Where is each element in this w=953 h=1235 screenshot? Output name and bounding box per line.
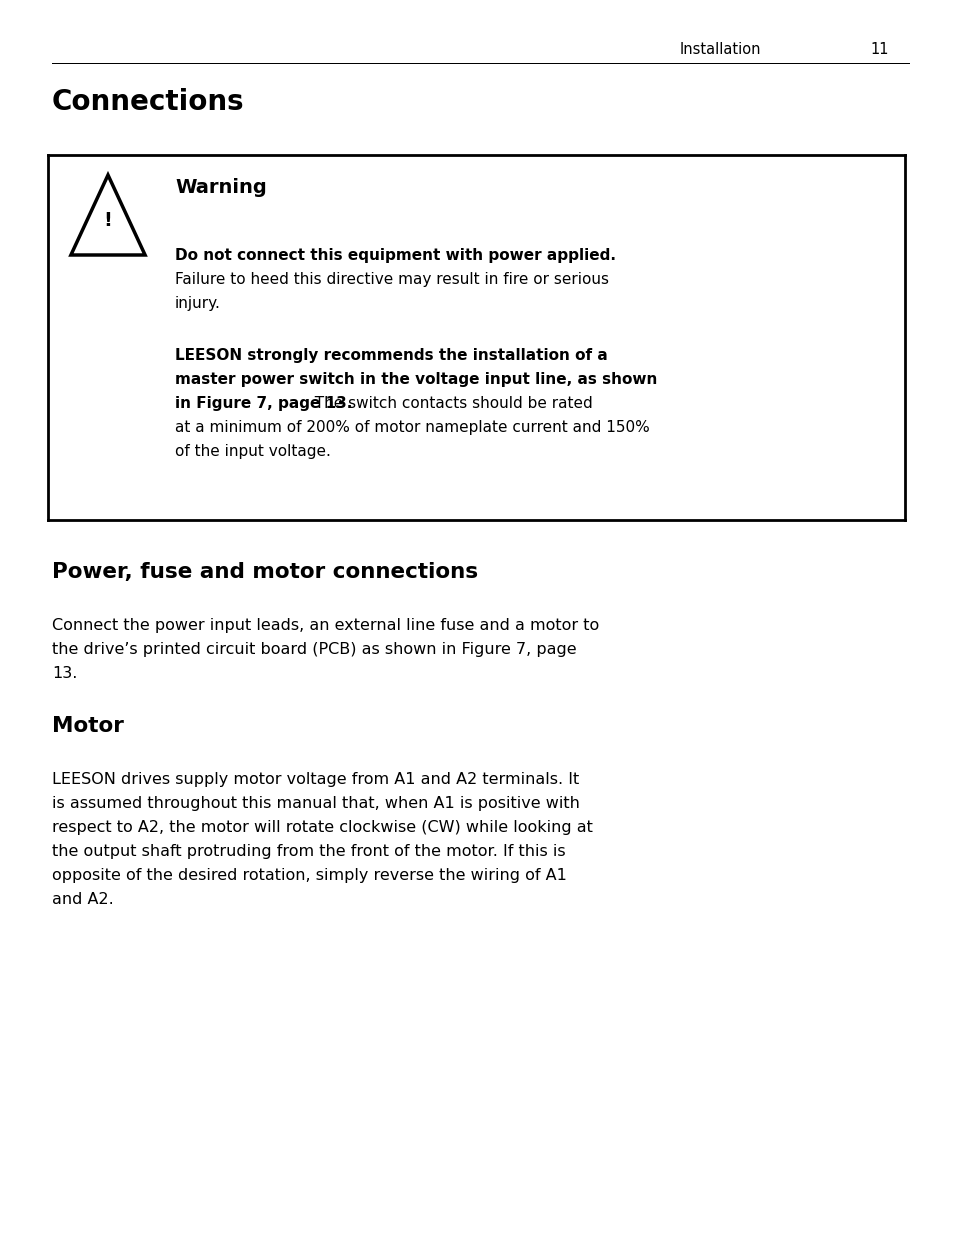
Text: Connect the power input leads, an external line fuse and a motor to: Connect the power input leads, an extern… <box>52 618 598 634</box>
Text: 11: 11 <box>869 42 887 57</box>
Text: LEESON strongly recommends the installation of a: LEESON strongly recommends the installat… <box>174 348 607 363</box>
Text: Power, fuse and motor connections: Power, fuse and motor connections <box>52 562 477 582</box>
Text: injury.: injury. <box>174 296 221 311</box>
Text: the drive’s printed circuit board (PCB) as shown in Figure 7, page: the drive’s printed circuit board (PCB) … <box>52 642 576 657</box>
Text: master power switch in the voltage input line, as shown: master power switch in the voltage input… <box>174 372 657 387</box>
Text: respect to A2, the motor will rotate clockwise (CW) while looking at: respect to A2, the motor will rotate clo… <box>52 820 592 835</box>
Text: Failure to heed this directive may result in fire or serious: Failure to heed this directive may resul… <box>174 272 608 287</box>
Text: opposite of the desired rotation, simply reverse the wiring of A1: opposite of the desired rotation, simply… <box>52 868 566 883</box>
Text: Do not connect this equipment with power applied.: Do not connect this equipment with power… <box>174 248 616 263</box>
Text: The switch contacts should be rated: The switch contacts should be rated <box>305 396 593 411</box>
Text: Connections: Connections <box>52 88 244 116</box>
Text: Motor: Motor <box>52 716 124 736</box>
Text: of the input voltage.: of the input voltage. <box>174 445 331 459</box>
Text: is assumed throughout this manual that, when A1 is positive with: is assumed throughout this manual that, … <box>52 797 579 811</box>
Text: and A2.: and A2. <box>52 892 113 906</box>
Text: !: ! <box>104 211 112 230</box>
Text: at a minimum of 200% of motor nameplate current and 150%: at a minimum of 200% of motor nameplate … <box>174 420 649 435</box>
Text: Warning: Warning <box>174 178 267 198</box>
Text: LEESON drives supply motor voltage from A1 and A2 terminals. It: LEESON drives supply motor voltage from … <box>52 772 578 787</box>
Text: 13.: 13. <box>52 666 77 680</box>
Text: Installation: Installation <box>679 42 760 57</box>
Text: the output shaft protruding from the front of the motor. If this is: the output shaft protruding from the fro… <box>52 844 565 860</box>
Text: in Figure 7, page 13.: in Figure 7, page 13. <box>174 396 352 411</box>
